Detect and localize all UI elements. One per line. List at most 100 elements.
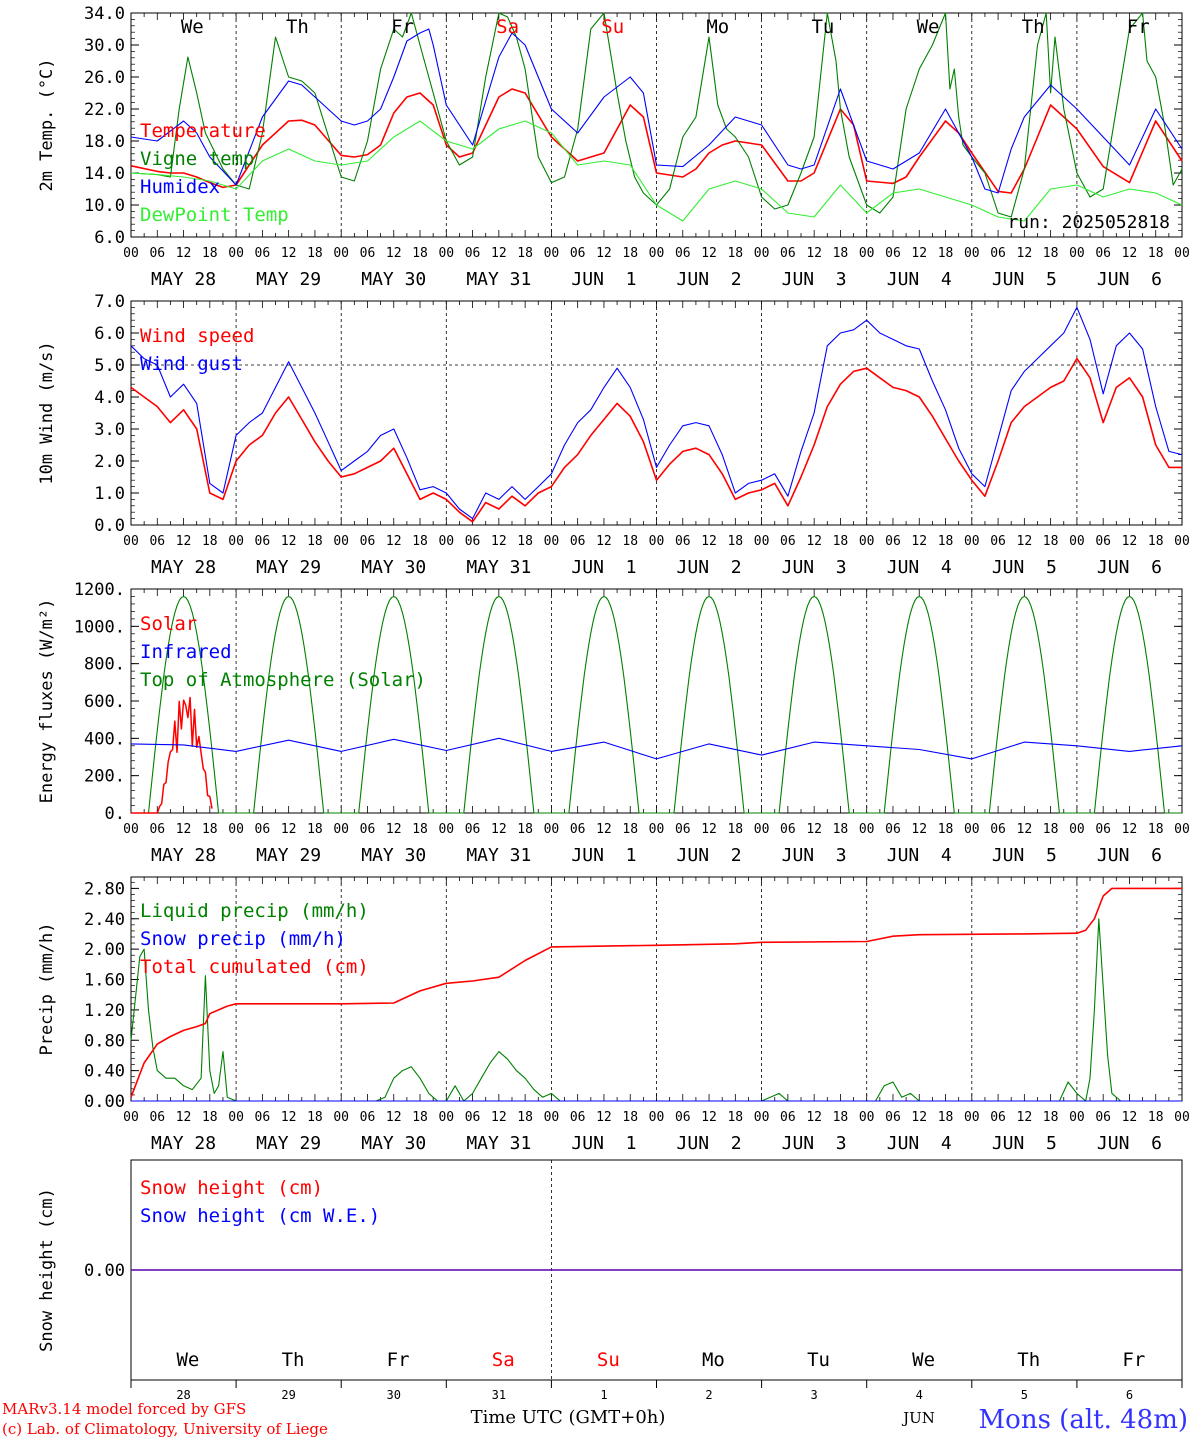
hour-label: 12 — [701, 534, 717, 549]
day-number: 30 — [387, 1388, 401, 1402]
hour-label: 18 — [1043, 246, 1059, 261]
series-vigne-temp — [130, 12, 1183, 218]
hour-label: 00 — [1174, 246, 1190, 261]
hour-label: 06 — [570, 246, 586, 261]
legend-liquid-precip-mm-h: Liquid precip (mm/h) — [140, 900, 369, 922]
hour-label: 06 — [1095, 246, 1111, 261]
legend-snow-height-cm: Snow height (cm) — [140, 1177, 323, 1199]
date-label: MAY 29 — [256, 845, 321, 866]
y-tick-label: 600. — [84, 692, 125, 712]
date-label: MAY 31 — [466, 557, 531, 578]
hour-label: 12 — [911, 822, 927, 837]
wind-panel: 0.0 1.0 2.0 3.0 4.0 5.0 6.0 7.0 10m Wind (m/s) 00… — [37, 292, 1190, 578]
weekday-label: We — [176, 1349, 199, 1371]
day-number: 6 — [1126, 1388, 1133, 1402]
weekday-label: We — [912, 1349, 935, 1371]
legend-snow-height-cm-w-e: Snow height (cm W.E.) — [140, 1205, 380, 1227]
hour-label: 12 — [806, 246, 822, 261]
hour-label: 00 — [123, 246, 139, 261]
hour-label: 12 — [176, 822, 192, 837]
y-axis-label: 10m Wind (m/s) — [37, 341, 57, 484]
date-label: JUN 1 — [571, 269, 636, 290]
hour-label: 00 — [964, 822, 980, 837]
hour-label: 12 — [491, 246, 507, 261]
hour-label: 06 — [885, 534, 901, 549]
date-label: JUN 5 — [992, 269, 1057, 290]
y-axis-label: Precip (mm/h) — [37, 922, 57, 1055]
date-label: JUN 4 — [887, 269, 952, 290]
run-label-group: run: 2025052818 — [1007, 212, 1170, 233]
hour-label: 06 — [570, 534, 586, 549]
hour-label: 06 — [465, 1110, 481, 1125]
y-tick-label: 34.0 — [84, 4, 125, 24]
y-tick-label: 26.0 — [84, 68, 125, 88]
hour-label: 06 — [675, 246, 691, 261]
hour-label: 18 — [202, 822, 218, 837]
hour-label: 00 — [649, 1110, 665, 1125]
weekday-label: Mo — [706, 16, 729, 38]
hour-label: 12 — [806, 534, 822, 549]
hour-label: 12 — [1017, 534, 1033, 549]
hour-label: 18 — [938, 1110, 954, 1125]
hour-label: 18 — [202, 246, 218, 261]
y-tick-label: 0.00 — [84, 1261, 125, 1281]
hour-label: 06 — [885, 1110, 901, 1125]
y-tick-label: 800. — [84, 655, 125, 675]
hour-label: 00 — [123, 534, 139, 549]
date-label: MAY 30 — [361, 845, 426, 866]
series-wind-speed — [130, 357, 1182, 523]
hour-label: 00 — [1069, 822, 1085, 837]
hour-label: 12 — [701, 1110, 717, 1125]
hour-label: 00 — [859, 534, 875, 549]
hour-label: 06 — [885, 822, 901, 837]
hour-label: 06 — [990, 1110, 1006, 1125]
y-tick-label: 1.0 — [94, 484, 125, 504]
legend-humidex: Humidex — [140, 176, 220, 198]
hour-label: 12 — [281, 1110, 297, 1125]
date-label: JUN 4 — [887, 557, 952, 578]
hour-label: 18 — [412, 246, 428, 261]
date-label: MAY 30 — [361, 1133, 426, 1154]
series-top-of-atmosphere-solar — [131, 595, 1182, 814]
hour-label: 00 — [1069, 534, 1085, 549]
hour-label: 00 — [859, 822, 875, 837]
hour-label: 00 — [1069, 1110, 1085, 1125]
hour-label: 00 — [649, 246, 665, 261]
hour-label: 00 — [123, 1110, 139, 1125]
date-label: MAY 28 — [151, 557, 216, 578]
day-number: 1 — [600, 1388, 607, 1402]
date-label: MAY 28 — [151, 845, 216, 866]
hour-label: 18 — [833, 1110, 849, 1125]
hour-label: 06 — [360, 822, 376, 837]
station-name: Mons (alt. 48m) — [979, 1405, 1188, 1435]
weekday-label: Fr — [387, 1349, 410, 1371]
hour-label: 12 — [386, 246, 402, 261]
x-axis-label: Time UTC (GMT+0h) — [471, 1407, 666, 1428]
hour-label: 12 — [1017, 822, 1033, 837]
y-tick-label: 30.0 — [84, 36, 125, 56]
hour-label: 06 — [675, 534, 691, 549]
date-label: JUN 4 — [887, 845, 952, 866]
hour-label: 00 — [859, 246, 875, 261]
hour-label: 12 — [911, 246, 927, 261]
hour-label: 00 — [438, 534, 454, 549]
weekday-label: Tu — [811, 16, 834, 38]
hour-label: 12 — [701, 822, 717, 837]
y-tick-label: 3.0 — [94, 420, 125, 440]
y-tick-label: 2.0 — [94, 452, 125, 472]
hour-label: 06 — [780, 246, 796, 261]
hour-label: 12 — [596, 822, 612, 837]
date-label: MAY 30 — [361, 557, 426, 578]
hour-label: 12 — [1017, 1110, 1033, 1125]
date-label: JUN 6 — [1097, 1133, 1162, 1154]
weekday-label: Tu — [807, 1349, 830, 1371]
hour-label: 18 — [833, 246, 849, 261]
hour-label: 00 — [228, 822, 244, 837]
hour-label: 18 — [517, 246, 533, 261]
date-label: MAY 31 — [466, 1133, 531, 1154]
precip-panel: 0.00 0.40 0.80 1.20 1.60 2.00 2.40 2.80 Precip (… — [37, 876, 1190, 1154]
hour-label: 00 — [649, 534, 665, 549]
hour-label: 18 — [1148, 1110, 1164, 1125]
hour-label: 06 — [149, 1110, 165, 1125]
